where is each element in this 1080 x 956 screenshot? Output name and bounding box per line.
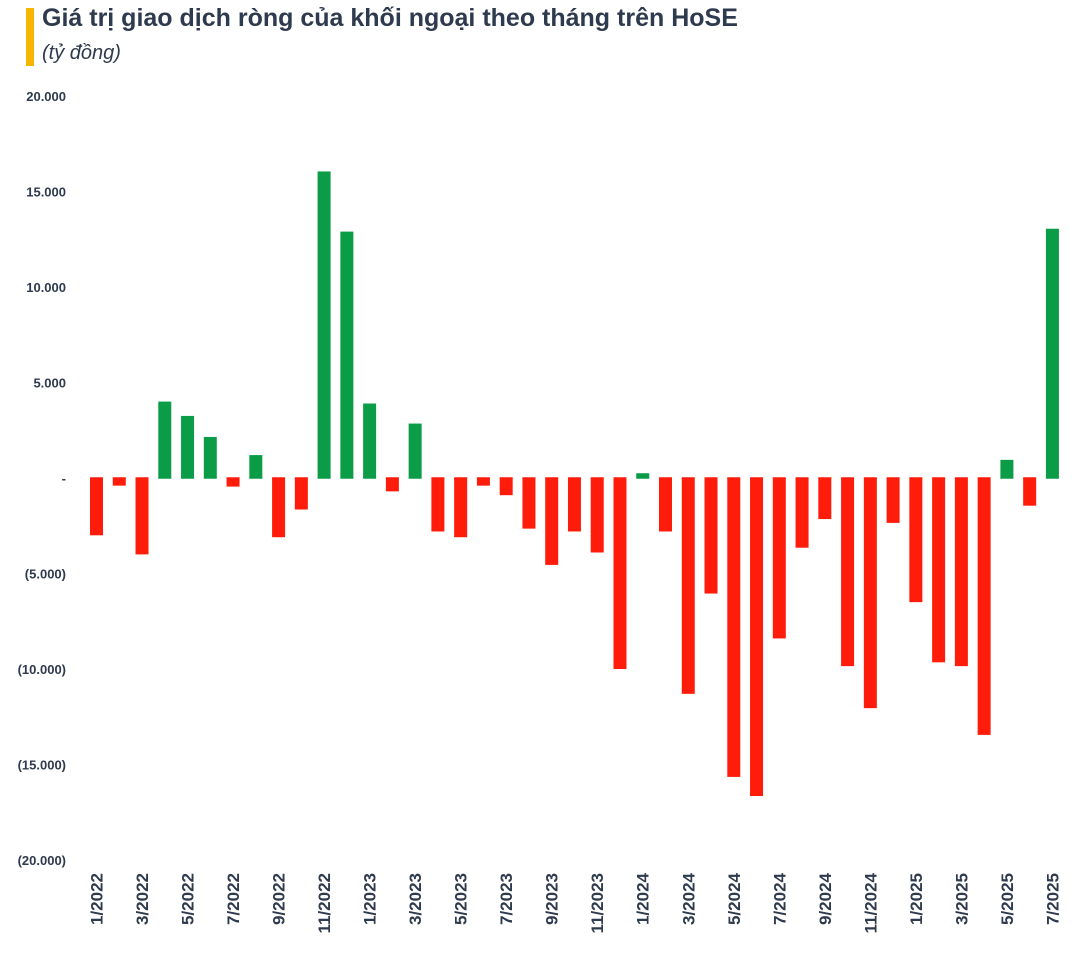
x-tick-label: 5/2023	[452, 873, 471, 925]
bar-9-2022	[272, 478, 286, 538]
bar-6-2023	[476, 478, 490, 486]
bar-6-2022	[203, 436, 217, 478]
bar-1-2024	[636, 473, 650, 478]
bar-4-2024	[704, 478, 718, 594]
bar-4-2023	[431, 478, 445, 532]
bar-5-2024	[727, 478, 741, 777]
bar-12-2022	[340, 231, 354, 478]
x-tick-label: 7/2023	[497, 873, 516, 925]
bar-9-2023	[545, 478, 559, 565]
bar-1-2022	[90, 478, 103, 536]
bar-10-2022	[294, 478, 308, 510]
bar-6-2024	[750, 478, 764, 797]
y-tick-label: -	[62, 471, 66, 486]
bar-2-2024	[659, 478, 672, 532]
bar-5-2025	[1000, 459, 1014, 478]
x-tick-label: 9/2023	[543, 873, 562, 925]
x-tick-label: 3/2022	[133, 873, 152, 925]
bar-7-2024	[772, 478, 786, 639]
bar-4-2022	[158, 401, 172, 478]
title-accent-bar	[26, 8, 34, 66]
y-tick-label: 10.000	[26, 280, 66, 295]
x-tick-label: 1/2025	[907, 873, 926, 925]
bar-3-2023	[408, 423, 422, 478]
bar-12-2023	[613, 478, 627, 669]
bar-8-2023	[522, 478, 536, 529]
bar-9-2024	[818, 478, 832, 520]
bar-6-2025	[1023, 478, 1037, 506]
x-tick-label: 1/2022	[88, 873, 107, 925]
bar-3-2024	[681, 478, 695, 694]
y-tick-label: 5.000	[33, 376, 66, 391]
bar-3-2025	[954, 478, 968, 667]
x-tick-label: 11/2024	[861, 872, 880, 933]
x-tick-label: 5/2025	[998, 873, 1017, 925]
x-tick-label: 9/2024	[816, 872, 835, 925]
y-tick-label: (5.000)	[25, 567, 66, 582]
x-tick-label: 5/2022	[179, 873, 198, 925]
bar-2-2025	[932, 478, 946, 663]
bar-1-2025	[909, 478, 923, 603]
bar-7-2022	[226, 478, 240, 487]
bar-2-2023	[385, 478, 399, 492]
x-tick-label: 7/2022	[224, 873, 243, 925]
bar-11-2022	[317, 171, 331, 478]
x-tick-label: 7/2024	[770, 872, 789, 925]
y-tick-label: (15.000)	[18, 758, 66, 773]
y-tick-label: (10.000)	[18, 662, 66, 677]
y-tick-label: 20.000	[26, 89, 66, 104]
bar-10-2024	[841, 478, 855, 667]
bar-5-2022	[181, 415, 195, 478]
x-axis-ticks: 1/2022 3/2022 5/2022 7/2022 9/2022 11/2022 1/2…	[88, 872, 1063, 933]
bar-11-2023	[590, 478, 604, 553]
bar-1-2023	[363, 403, 377, 478]
bar-8-2022	[249, 455, 263, 478]
x-tick-label: 3/2025	[952, 873, 971, 925]
bar-2-2022	[112, 478, 126, 486]
x-tick-label: 3/2024	[679, 872, 698, 925]
bars-group	[90, 171, 1059, 797]
x-tick-label: 9/2022	[270, 873, 289, 925]
x-tick-label: 11/2023	[588, 873, 607, 934]
y-tick-label: 15.000	[26, 185, 66, 200]
x-tick-label: 3/2023	[406, 873, 425, 925]
bar-11-2024	[863, 478, 877, 709]
x-tick-label: 5/2024	[725, 872, 744, 925]
y-tick-label: (20.000)	[18, 853, 66, 868]
bar-4-2025	[977, 478, 991, 735]
bar-3-2022	[135, 478, 149, 555]
bar-12-2024	[886, 478, 900, 523]
bar-8-2024	[795, 478, 809, 548]
bar-5-2023	[454, 478, 468, 538]
chart-subtitle: (tỷ đồng)	[42, 42, 121, 64]
bar-7-2023	[499, 478, 513, 496]
x-tick-label: 1/2024	[634, 872, 653, 925]
x-tick-label: 11/2022	[315, 873, 334, 934]
bar-10-2023	[567, 478, 581, 532]
y-axis-ticks: 20.000 15.000 10.000 5.000 - (5.000) (10.000) (…	[18, 89, 66, 868]
chart-title: Giá trị giao dịch ròng của khối ngoại th…	[42, 4, 738, 32]
bar-7-2025	[1045, 228, 1059, 478]
x-tick-label: 1/2023	[361, 873, 380, 925]
x-tick-label: 7/2025	[1043, 873, 1062, 925]
